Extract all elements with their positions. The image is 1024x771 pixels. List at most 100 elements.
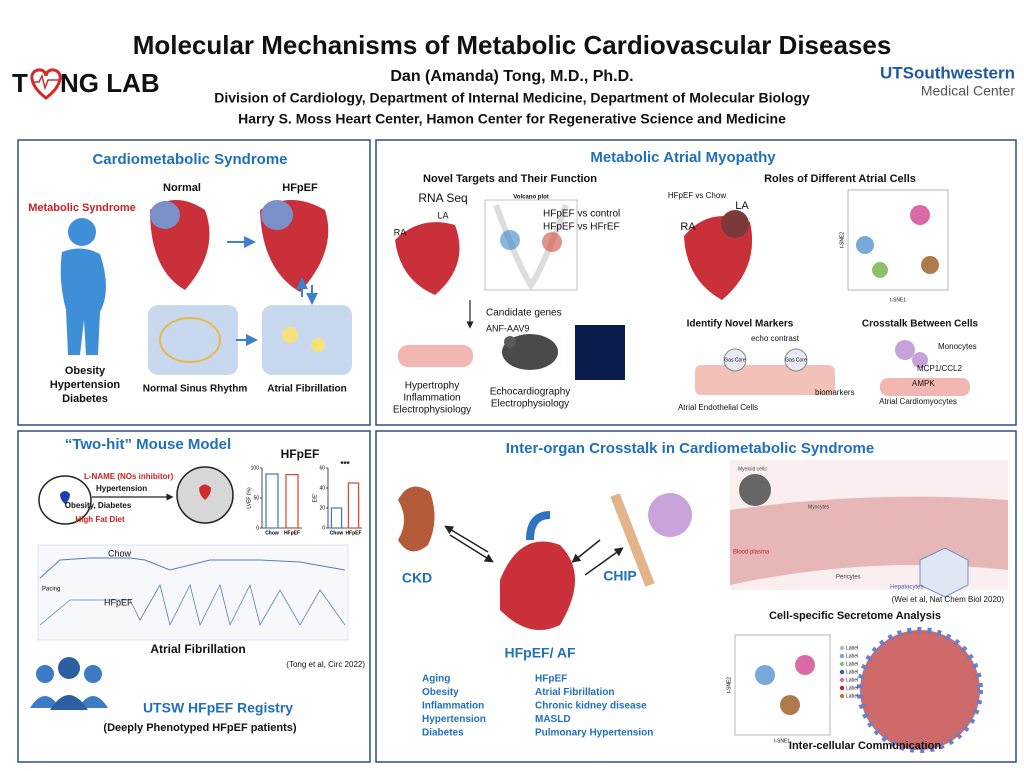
label: Atrial Fibrillation [150,642,245,656]
panel-title: Metabolic Atrial Myopathy [590,149,776,166]
label: Echocardiography [490,387,571,398]
label: Electrophysiology [393,405,471,416]
label: Atrial Fibrillation [267,384,346,395]
label: HFpEF [104,597,133,607]
label: CHIP [603,568,636,584]
label: Atrial Cardiomyocytes [879,397,957,406]
bar [265,473,279,529]
label: Atrial Endothelial Cells [678,403,758,412]
y-tick-label: 60 [319,465,325,471]
lab-name: NG LAB [60,68,160,98]
panel-title: “Two-hit” Mouse Model [65,436,231,453]
list-item: MASLD [535,714,571,725]
label: RNA Seq [418,191,467,205]
y-tick-label: 20 [319,505,325,511]
section-title: Novel Targets and Their Function [423,173,597,185]
label: AMPK [912,379,935,388]
axis-label: E/E' [312,493,318,502]
legend-swatch [839,685,845,691]
legend-label: Label [846,677,858,683]
y-tick-label: 0 [322,525,325,531]
label: HFpEF/ AF [504,645,575,661]
label: Monocytes [938,342,977,351]
y-tick-label: 100 [251,465,260,471]
label: Chow [108,548,132,558]
label: Obesity, Diabetes [65,501,132,510]
institution: UTSouthwestern [880,63,1015,82]
label: t-SNE2 [839,232,845,248]
label: t-SNE1 [774,738,790,744]
label: UTSW HFpEF Registry [143,700,293,716]
label: Metabolic Syndrome [28,202,136,214]
label: Hypertension [96,484,147,493]
label: HFpEF [282,182,318,194]
label: High Fat Diet [75,515,125,524]
affiliation: Division of Cardiology, Department of In… [214,90,810,106]
panel-border [375,139,1017,426]
label: Candidate genes [486,308,562,319]
heart-illustrations [148,200,352,375]
list-item: Atrial Fibrillation [535,687,614,698]
institution: Medical Center [921,83,1015,99]
y-tick-label: 0 [256,525,259,531]
legend-label: Label [846,645,858,651]
label: Normal [163,182,201,194]
section-title: Roles of Different Atrial Cells [764,173,916,185]
bar [330,507,343,529]
section-title: Identify Novel Markers [687,319,794,330]
list-item: Obesity [422,687,459,698]
y-tick-label: 50 [253,495,259,501]
label: LA [437,210,448,220]
axis-label: LVEF (%) [246,487,252,509]
panel-border [17,430,371,763]
list-item: Pulmonary Hypertension [535,728,653,739]
label: t-SNE2 [726,677,732,693]
label: echo contrast [751,334,800,343]
legend-swatch [839,669,845,675]
label: Gas Core [785,357,807,363]
label: HFpEF vs Chow [668,191,726,200]
panel-border [17,139,371,426]
label: (Wei et al, Nat Chem Biol 2020) [892,595,1005,604]
legend-label: Label [846,661,858,667]
bar [347,482,360,529]
label: Pacing [42,587,60,593]
panel-title: Inter-organ Crosstalk in Cardiometabolic… [506,440,874,457]
atrial-illustrations [395,189,970,396]
label: HFpEF vs control [543,209,620,220]
label: ANF-AAV9 [486,323,529,333]
human-silhouette [60,218,106,355]
label: t-SNE1 [890,297,906,303]
label: (Deeply Phenotyped HFpEF patients) [103,722,296,734]
label: Normal Sinus Rhythm [143,384,248,395]
panel-title: Cardiometabolic Syndrome [92,151,287,168]
panel-border [375,430,1017,763]
inter-organ-illustrations [398,460,1008,753]
legend-label: Label [846,653,858,659]
affiliation: Harry S. Moss Heart Center, Hamon Center… [238,111,786,127]
lab-name: T [12,68,28,98]
label: HFpEF [281,447,320,461]
x-tick-label: Chow [330,530,344,536]
label: Hypertrophy [405,381,459,392]
bar [285,474,299,529]
section-title: Crosstalk Between Cells [862,319,979,330]
x-tick-label: Chow [265,530,279,536]
significance: *** [340,460,350,469]
label: RA [394,227,407,237]
label: biomarkers [815,388,855,397]
label: Myocytes [808,504,830,510]
label: L-NAME (NOs inhibitor) [84,472,174,481]
list-item: Aging [422,674,450,685]
legend-swatch [839,677,845,683]
label: RA [680,221,696,233]
label: Gas Core [724,357,746,363]
label: HFpEF vs HFrEF [543,222,620,233]
list-item: Hypertension [422,714,486,725]
condition: Hypertension [50,379,121,391]
lab-heart-icon [30,68,62,100]
label: Cell-specific Secretome Analysis [769,610,941,622]
label: MCP1/CCL2 [917,364,962,373]
